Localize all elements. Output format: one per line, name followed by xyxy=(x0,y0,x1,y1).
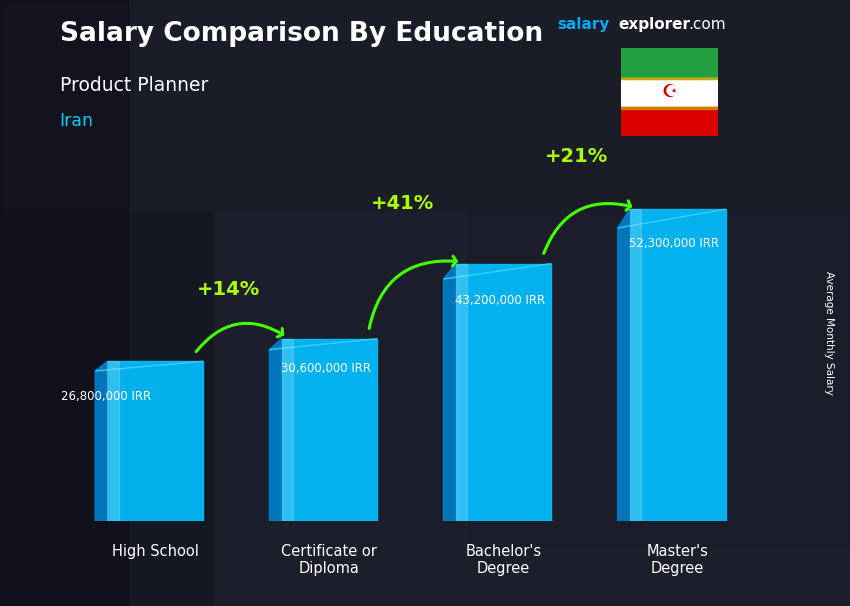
Text: +21%: +21% xyxy=(545,147,609,166)
Text: ☪: ☪ xyxy=(661,84,677,101)
Polygon shape xyxy=(269,339,281,521)
Bar xyxy=(620,78,718,79)
Text: High School: High School xyxy=(112,544,199,559)
Polygon shape xyxy=(95,361,107,521)
Text: +14%: +14% xyxy=(197,281,260,299)
Text: 52,300,000 IRR: 52,300,000 IRR xyxy=(629,238,719,250)
Bar xyxy=(630,209,641,521)
Polygon shape xyxy=(95,361,203,371)
Bar xyxy=(620,78,718,79)
Text: Product Planner: Product Planner xyxy=(60,76,208,95)
Text: Master's
Degree: Master's Degree xyxy=(647,544,709,576)
Text: 43,200,000 IRR: 43,200,000 IRR xyxy=(455,295,545,307)
Bar xyxy=(107,361,203,521)
Bar xyxy=(281,339,377,521)
Polygon shape xyxy=(444,264,552,279)
Bar xyxy=(456,264,552,521)
Text: Salary Comparison By Education: Salary Comparison By Education xyxy=(60,21,542,47)
Bar xyxy=(0,212,212,606)
Text: .com: .com xyxy=(688,17,726,32)
Polygon shape xyxy=(444,264,456,521)
Text: 26,800,000 IRR: 26,800,000 IRR xyxy=(61,390,151,403)
Bar xyxy=(620,78,718,107)
Bar xyxy=(620,48,718,78)
Bar xyxy=(0,0,128,606)
Bar xyxy=(620,107,718,109)
Bar xyxy=(281,339,293,521)
Bar xyxy=(107,361,119,521)
Bar xyxy=(212,212,850,606)
Bar xyxy=(468,212,850,545)
Bar xyxy=(456,264,468,521)
Text: Certificate or
Diploma: Certificate or Diploma xyxy=(281,544,377,576)
Polygon shape xyxy=(618,209,630,521)
Text: explorer: explorer xyxy=(618,17,690,32)
Polygon shape xyxy=(269,339,377,350)
Text: salary: salary xyxy=(557,17,609,32)
Text: +41%: +41% xyxy=(371,194,434,213)
Bar xyxy=(620,107,718,136)
Text: 30,600,000 IRR: 30,600,000 IRR xyxy=(281,362,371,375)
Text: Iran: Iran xyxy=(60,112,94,130)
Text: Bachelor's
Degree: Bachelor's Degree xyxy=(466,544,541,576)
Text: Average Monthly Salary: Average Monthly Salary xyxy=(824,271,834,395)
Bar xyxy=(630,209,726,521)
Polygon shape xyxy=(618,209,726,228)
